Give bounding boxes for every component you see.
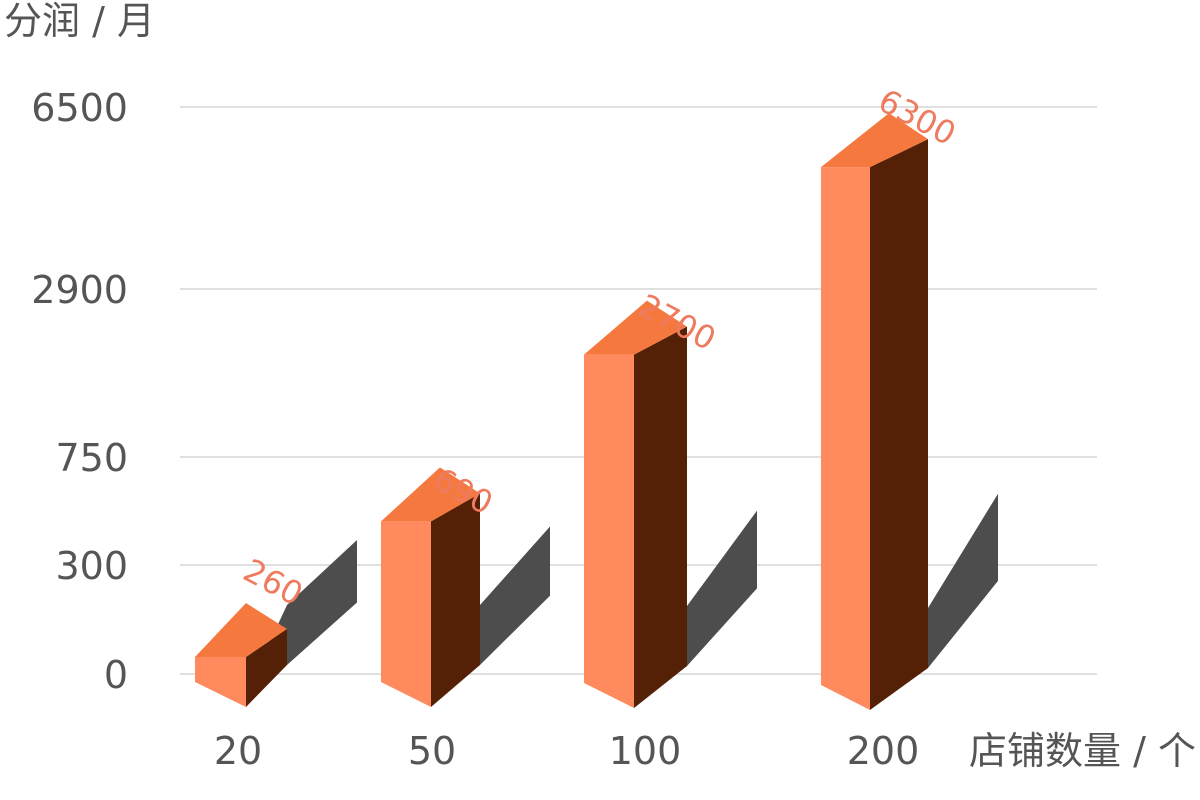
y-axis-ticks: 0 300 750 2900 6500 — [31, 86, 128, 697]
bar-side — [634, 326, 687, 708]
x-axis-label: 店铺数量 / 个 — [969, 729, 1196, 773]
bar — [381, 521, 431, 707]
x-tick-label: 100 — [609, 729, 682, 773]
y-axis-label: 分润 / 月 — [4, 0, 155, 43]
bar-side — [870, 139, 928, 711]
bar-side — [431, 493, 480, 707]
bar-top — [195, 603, 287, 657]
bar-side — [246, 629, 287, 707]
y-tick-label: 0 — [104, 653, 128, 697]
y-tick-label: 6500 — [31, 86, 128, 130]
x-tick-label: 200 — [847, 729, 920, 773]
bar-top — [584, 300, 687, 355]
y-tick-label: 300 — [55, 544, 128, 588]
y-tick-label: 750 — [55, 436, 128, 480]
x-tick-label: 20 — [214, 729, 262, 773]
y-tick-label: 2900 — [31, 268, 128, 312]
bar-top — [381, 467, 480, 522]
bar-shadow — [870, 493, 998, 696]
bar — [584, 354, 634, 708]
bars — [195, 113, 928, 711]
x-tick-label: 50 — [408, 729, 456, 773]
bar-top — [821, 113, 928, 168]
x-axis-ticks: 20 50 100 200 — [214, 729, 919, 773]
bar — [195, 657, 246, 707]
bar — [821, 167, 870, 711]
